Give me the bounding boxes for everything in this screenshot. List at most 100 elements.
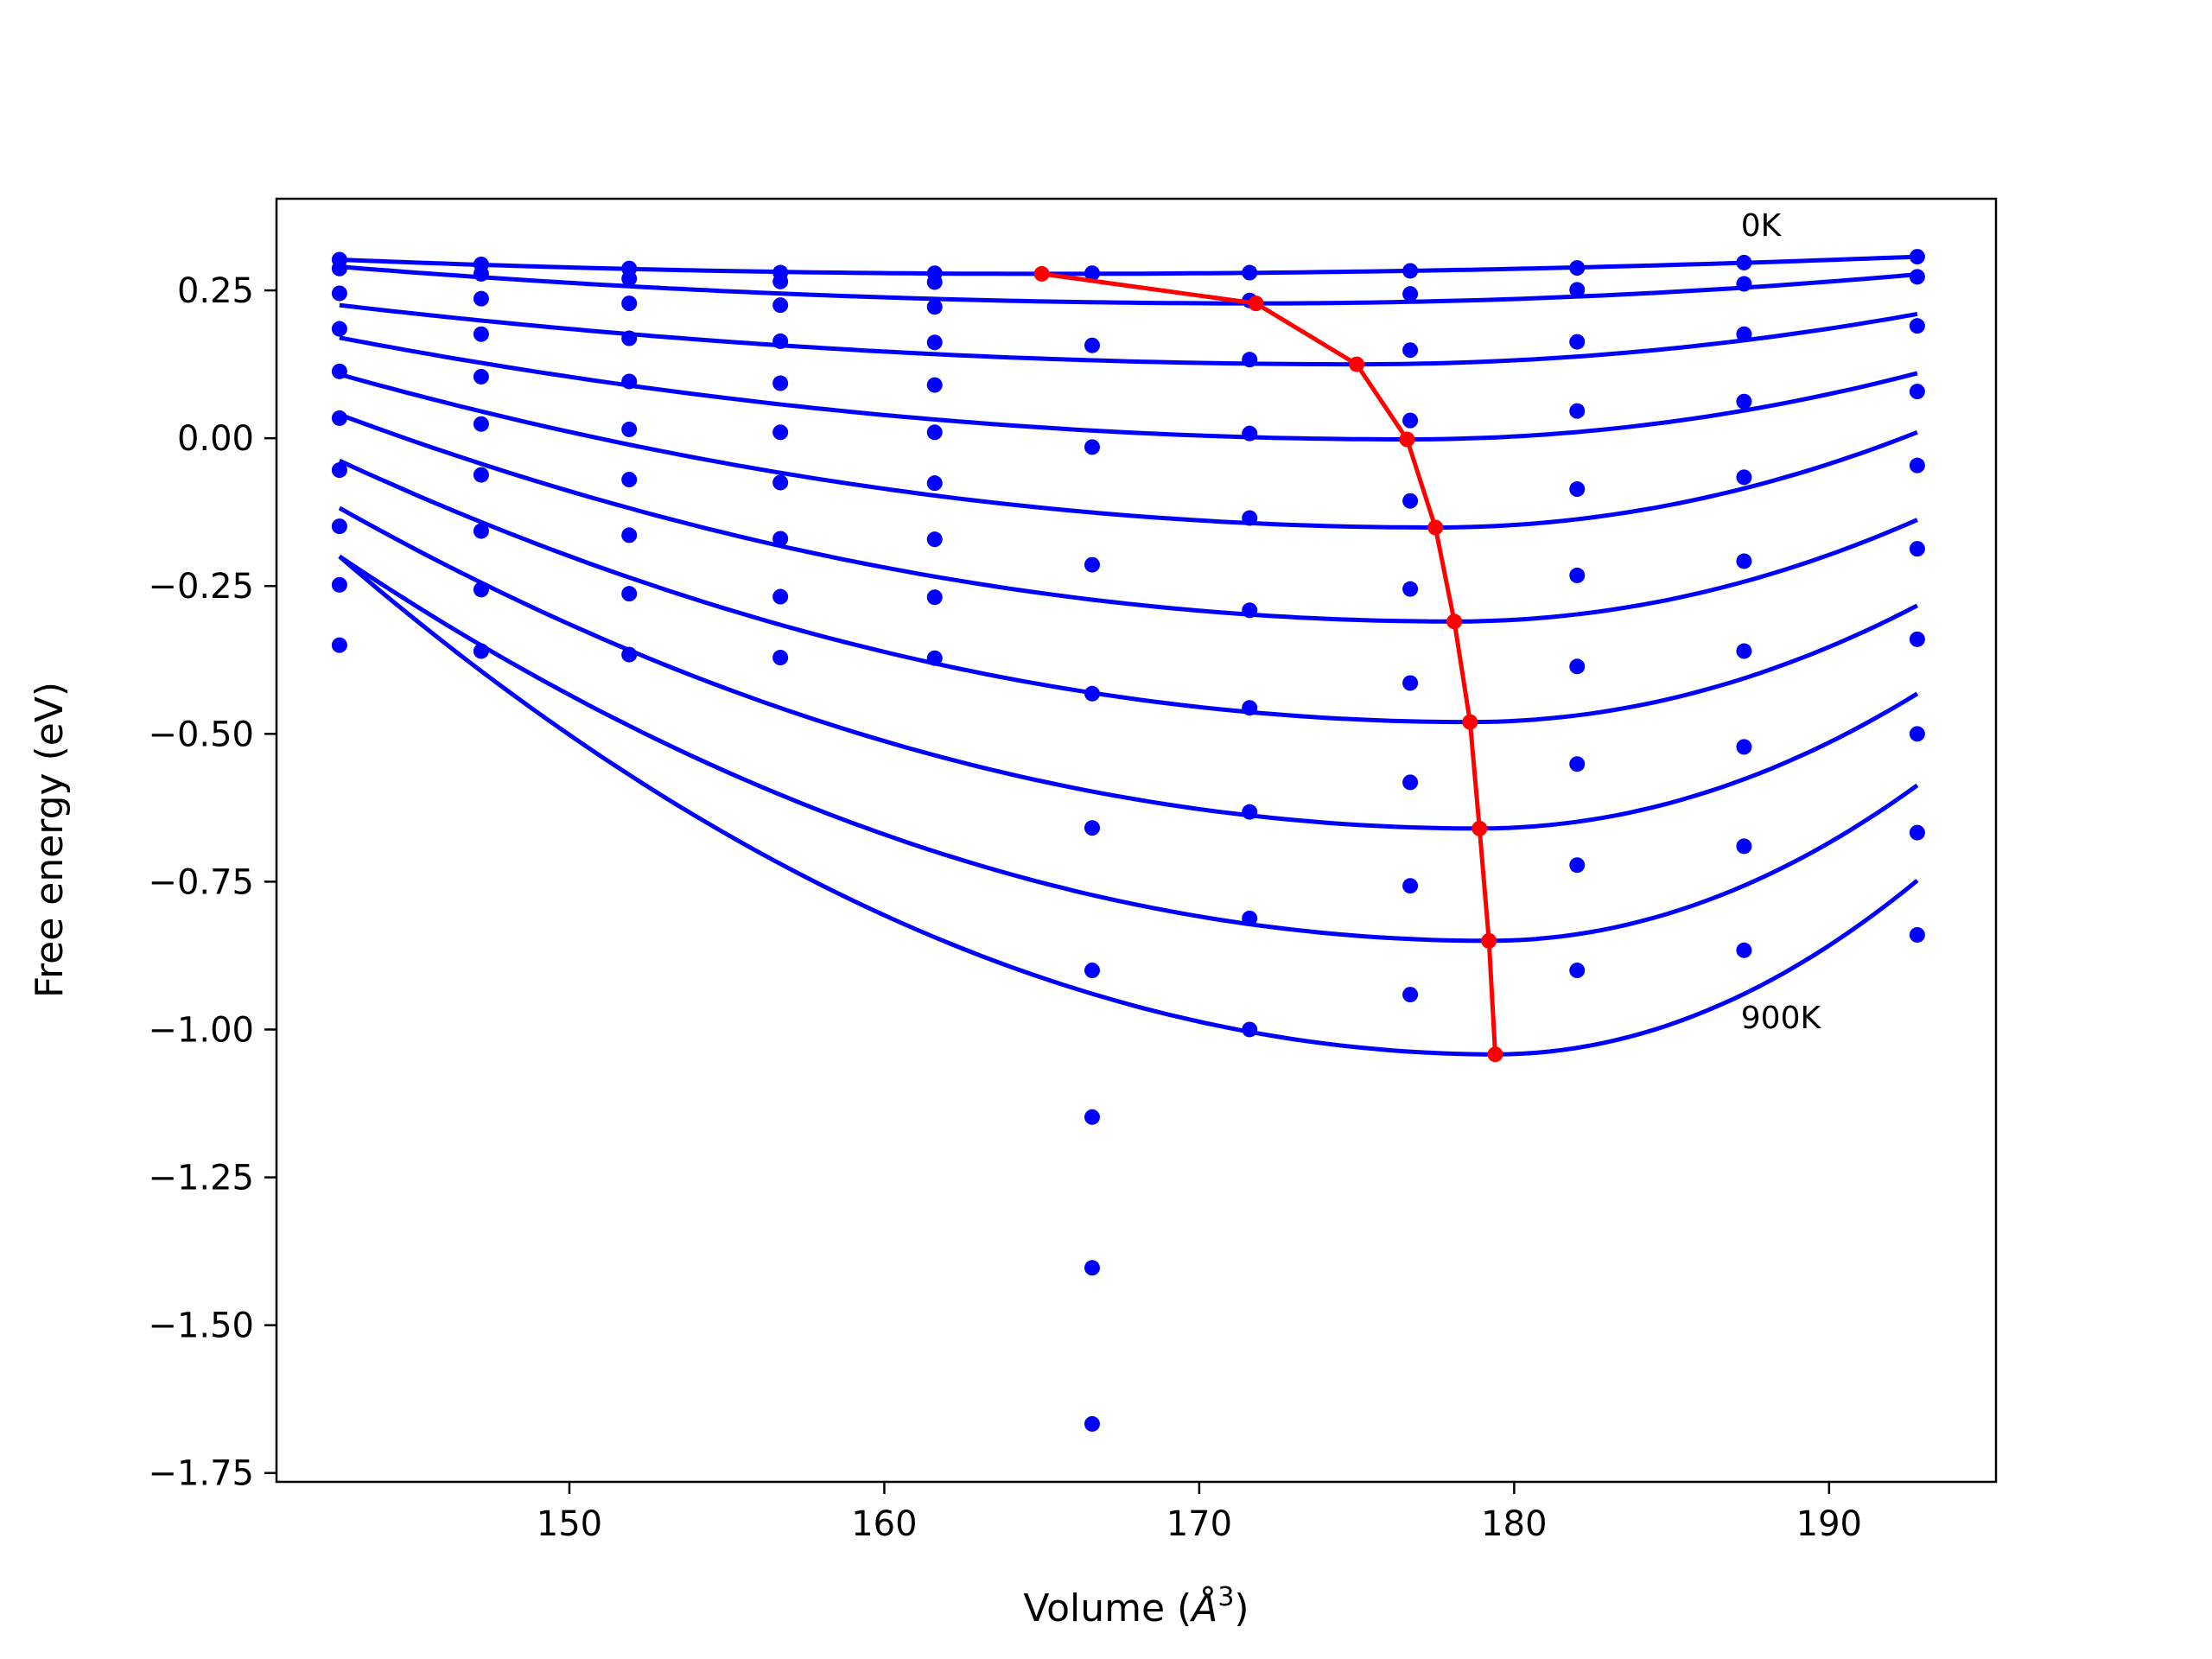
data-point-7-9 xyxy=(1402,987,1419,1003)
data-point-3-8 xyxy=(772,588,789,605)
data-point-4-3 xyxy=(926,334,943,351)
data-point-10-6 xyxy=(1909,631,1925,647)
x-tick-label-180: 180 xyxy=(1481,1504,1547,1544)
data-point-2-8 xyxy=(621,586,638,602)
data-point-10-0 xyxy=(1909,249,1925,265)
data-point-8-6 xyxy=(1569,658,1586,675)
data-point-5-8 xyxy=(1084,1260,1100,1276)
data-point-10-2 xyxy=(1909,318,1925,334)
y-axis-label: Free energy (eV) xyxy=(28,682,72,998)
data-point-6-8 xyxy=(1242,910,1258,926)
x-tick-label-150: 150 xyxy=(537,1504,602,1544)
data-point-7-4 xyxy=(1402,493,1419,509)
y-tick-label-1: 0.00 xyxy=(177,419,254,459)
data-point-5-3 xyxy=(1084,556,1100,573)
data-point-9-4 xyxy=(1736,469,1752,486)
data-point-6-4 xyxy=(1242,510,1258,526)
data-point-2-6 xyxy=(621,472,638,488)
data-point-5-5 xyxy=(1084,820,1100,836)
x-axis: 150 160 170 180 190 xyxy=(537,1482,1862,1544)
data-point-5-7 xyxy=(1084,1109,1100,1125)
data-point-3-9 xyxy=(772,650,789,666)
data-point-10-1 xyxy=(1909,269,1925,285)
data-point-2-2 xyxy=(621,296,638,312)
data-point-4-1 xyxy=(926,274,943,290)
data-point-9-8 xyxy=(1736,838,1752,855)
data-point-10-8 xyxy=(1909,824,1925,841)
minimum-point-8 xyxy=(1481,932,1497,949)
data-point-2-4 xyxy=(621,373,638,390)
data-point-6-0 xyxy=(1242,264,1258,281)
fit-curve-8 xyxy=(338,554,1919,944)
data-point-8-3 xyxy=(1569,403,1586,419)
data-point-8-7 xyxy=(1569,756,1586,772)
data-point-6-7 xyxy=(1242,804,1258,820)
data-point-7-0 xyxy=(1402,263,1419,279)
minimum-point-9 xyxy=(1487,1046,1503,1063)
data-point-7-1 xyxy=(1402,286,1419,302)
x-tick-label-160: 160 xyxy=(851,1504,917,1544)
data-point-4-8 xyxy=(926,589,943,606)
data-point-4-4 xyxy=(926,377,943,393)
data-point-9-7 xyxy=(1736,739,1752,755)
data-point-1-2 xyxy=(473,290,489,307)
data-point-9-3 xyxy=(1736,393,1752,410)
minimum-point-1 xyxy=(1248,296,1264,312)
data-point-7-2 xyxy=(1402,342,1419,359)
data-point-7-7 xyxy=(1402,774,1419,791)
data-point-0-8 xyxy=(331,576,347,593)
x-axis-label-symbol: Å xyxy=(1189,1585,1217,1630)
data-point-8-1 xyxy=(1569,282,1586,298)
data-point-6-5 xyxy=(1242,602,1258,619)
fit-curve-3 xyxy=(339,335,1918,442)
minimum-point-0 xyxy=(1033,265,1050,282)
x-tick-label-190: 190 xyxy=(1796,1504,1862,1544)
data-point-5-2 xyxy=(1084,439,1100,455)
y-tick-label-2: −0.25 xyxy=(148,567,254,607)
data-point-1-5 xyxy=(473,416,489,432)
data-point-1-8 xyxy=(473,582,489,598)
data-point-3-5 xyxy=(772,424,789,441)
data-point-2-5 xyxy=(621,421,638,437)
data-point-7-5 xyxy=(1402,581,1419,597)
data-point-6-3 xyxy=(1242,425,1258,442)
y-axis: 0.25 0.00 −0.25 −0.50 −0.75 −1.00 −1.25 −1.50 −1… xyxy=(148,271,276,1494)
annotation-0K: 0K xyxy=(1741,208,1783,244)
minimum-point-2 xyxy=(1349,356,1365,372)
annotation-900K: 900K xyxy=(1741,1001,1822,1036)
data-point-1-6 xyxy=(473,467,489,483)
data-point-6-6 xyxy=(1242,700,1258,716)
minimum-point-5 xyxy=(1446,613,1463,630)
data-point-1-1 xyxy=(473,265,489,282)
data-point-0-2 xyxy=(331,285,347,302)
y-tick-label-6: −1.25 xyxy=(148,1159,254,1198)
fit-curve-5 xyxy=(339,412,1918,624)
data-point-3-3 xyxy=(772,333,789,349)
data-point-4-7 xyxy=(926,531,943,548)
data-point-1-4 xyxy=(473,368,489,385)
data-point-3-7 xyxy=(772,531,789,547)
data-point-0-7 xyxy=(331,518,347,535)
data-point-10-4 xyxy=(1909,457,1925,474)
data-point-1-9 xyxy=(473,643,489,659)
x-axis-label-prefix: Volume ( xyxy=(1023,1586,1192,1630)
data-point-0-4 xyxy=(331,363,347,379)
x-axis-label-exponent: 3 xyxy=(1217,1582,1234,1612)
data-point-2-7 xyxy=(621,527,638,543)
data-point-4-6 xyxy=(926,475,943,492)
data-point-7-6 xyxy=(1402,675,1419,691)
data-point-7-8 xyxy=(1402,878,1419,894)
data-point-9-2 xyxy=(1736,326,1752,342)
data-point-2-1 xyxy=(621,270,638,287)
plot-area xyxy=(331,249,1925,1432)
data-point-1-3 xyxy=(473,326,489,342)
data-point-6-2 xyxy=(1242,352,1258,368)
data-point-8-5 xyxy=(1569,567,1586,583)
data-point-8-0 xyxy=(1569,260,1586,276)
data-point-3-1 xyxy=(772,273,789,289)
data-point-8-8 xyxy=(1569,857,1586,874)
y-tick-label-3: −0.50 xyxy=(148,715,254,754)
minimum-path-line xyxy=(1041,271,1497,1055)
data-point-10-7 xyxy=(1909,726,1925,742)
